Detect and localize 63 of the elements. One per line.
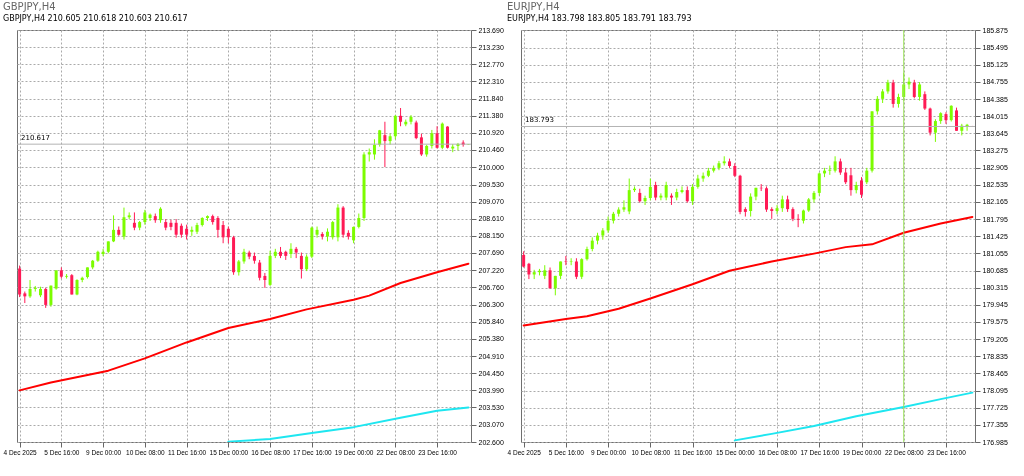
candlestick xyxy=(923,90,927,111)
candlestick xyxy=(580,257,584,280)
candlestick xyxy=(701,172,705,183)
candlestick xyxy=(944,111,948,125)
candlestick xyxy=(216,215,220,239)
candlestick xyxy=(435,125,439,150)
candlestick xyxy=(221,220,225,244)
candlestick xyxy=(393,114,397,140)
candlestick xyxy=(918,81,922,102)
candlestick xyxy=(764,185,768,213)
chart-subtitle: GBPJPY,H4 210.605 210.618 210.603 210.617 xyxy=(2,14,188,23)
candlestick xyxy=(664,181,668,201)
candlestick xyxy=(289,242,293,259)
candlestick xyxy=(648,178,652,201)
candlestick xyxy=(315,226,319,239)
candlestick xyxy=(331,220,335,241)
candlestick xyxy=(54,269,58,291)
candlestick xyxy=(875,95,879,116)
chart-title: GBPJPY,H4 xyxy=(2,1,56,12)
candlestick xyxy=(912,79,916,99)
candlestick xyxy=(388,133,392,146)
candlestick xyxy=(812,190,816,204)
candlestick xyxy=(174,218,178,239)
candlestick xyxy=(564,255,568,266)
candlestick xyxy=(659,192,663,201)
candlestick xyxy=(654,181,658,201)
chart-title: EURJPY,H4 xyxy=(507,1,560,12)
candlestick xyxy=(622,199,626,213)
candlestick xyxy=(796,213,800,228)
candlestick xyxy=(627,178,631,215)
candlestick xyxy=(643,195,647,206)
candlestick xyxy=(430,129,434,150)
candlestick xyxy=(691,183,695,206)
candlestick xyxy=(680,185,684,194)
candlestick xyxy=(299,252,303,280)
candlestick xyxy=(414,120,418,140)
candlestick xyxy=(446,125,450,150)
candlestick xyxy=(65,273,69,280)
candlestick xyxy=(372,138,376,161)
candlestick xyxy=(44,287,48,309)
line-series xyxy=(227,406,470,442)
candlestick xyxy=(383,121,387,168)
candlestick xyxy=(112,214,116,243)
candlestick xyxy=(849,167,853,197)
candlestick xyxy=(148,213,152,222)
chart-subtitle: EURJPY,H4 183.798 183.805 183.791 183.793 xyxy=(507,14,692,23)
line-series xyxy=(522,216,974,327)
candlestick xyxy=(28,279,32,299)
candlestick xyxy=(263,272,267,289)
candlestick xyxy=(749,192,753,218)
candlestick xyxy=(891,79,895,109)
candlestick xyxy=(933,118,937,143)
candlestick xyxy=(70,273,74,296)
candlestick xyxy=(860,176,863,199)
candlestick xyxy=(399,107,403,127)
candlestick xyxy=(574,257,578,280)
line-series xyxy=(18,262,470,392)
candlestick xyxy=(955,107,959,132)
candlestick xyxy=(775,204,779,215)
candlestick xyxy=(169,219,173,231)
candlestick xyxy=(258,259,262,281)
line-series xyxy=(733,391,974,442)
candlestick xyxy=(122,207,126,241)
